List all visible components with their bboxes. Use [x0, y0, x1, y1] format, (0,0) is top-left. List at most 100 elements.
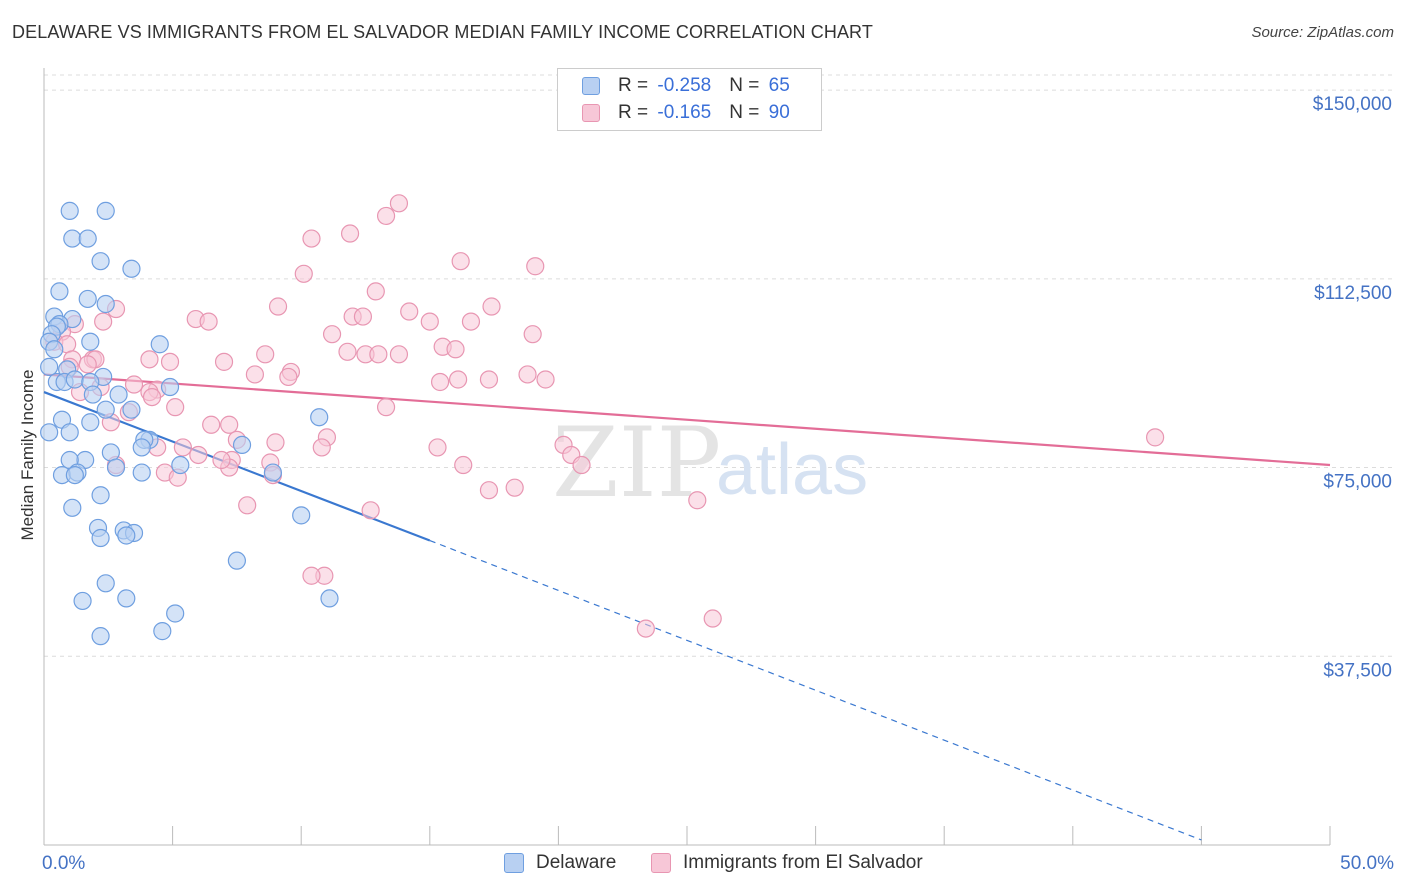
- tick-labels: $37,500 $75,000 $112,500 $150,000 0.0% 50.0%: [42, 94, 1394, 874]
- correlation-legend: R = -0.258 N = 65 R = -0.165 N = 90: [557, 68, 822, 131]
- delaware-point: [310, 408, 329, 427]
- el-salvador-point: [703, 609, 722, 628]
- r-label: R =: [618, 102, 654, 123]
- delaware-point: [96, 400, 115, 419]
- el-salvador-point: [294, 264, 313, 283]
- el-salvador-point: [572, 455, 591, 475]
- delaware-point: [232, 435, 252, 455]
- el-salvador-point: [166, 398, 185, 417]
- n-label: N =: [729, 102, 765, 123]
- delaware-point: [122, 259, 141, 278]
- el-salvador-point: [302, 566, 321, 585]
- delaware-point: [91, 528, 110, 548]
- delaware-point: [153, 622, 172, 641]
- n-label: N =: [729, 75, 765, 96]
- el-salvador-point: [338, 342, 357, 361]
- delaware-point: [73, 591, 92, 611]
- el-salvador-point: [361, 501, 380, 520]
- el-salvador-point: [505, 478, 524, 497]
- el-salvador-point: [389, 345, 409, 364]
- delaware-point: [96, 294, 115, 314]
- delaware-point: [83, 385, 102, 404]
- el-salvador-point: [448, 370, 468, 389]
- el-salvador-point: [94, 312, 113, 331]
- el-salvador-point: [636, 619, 655, 638]
- el-salvador-point: [266, 433, 285, 452]
- r-value: -0.258: [657, 75, 712, 96]
- delaware-point: [81, 332, 100, 351]
- delaware-point: [101, 443, 120, 462]
- legend-row-delaware: R = -0.258 N = 65: [582, 74, 790, 98]
- el-salvador-point: [245, 365, 265, 384]
- delaware-swatch: [582, 77, 600, 95]
- el-salvador-point: [340, 224, 360, 243]
- y-tick-label: $112,500: [1314, 283, 1392, 304]
- y-tick-label: $37,500: [1323, 660, 1392, 681]
- r-value: -0.165: [657, 102, 712, 123]
- n-value: 90: [768, 102, 790, 123]
- delaware-point: [63, 498, 82, 517]
- delaware-point: [78, 289, 97, 309]
- delaware-point: [60, 423, 79, 442]
- el-salvador-point: [142, 387, 162, 407]
- el-salvador-point: [526, 257, 545, 276]
- el-salvador-point: [214, 352, 234, 371]
- el-salvador-point: [256, 345, 275, 364]
- watermark-atlas: atlas: [716, 430, 868, 510]
- legend-item-el-salvador[interactable]: Immigrants from El Salvador: [651, 852, 923, 874]
- el-salvador-point: [451, 252, 470, 271]
- watermark: ZIP atlas: [552, 407, 868, 519]
- delaware-point: [63, 229, 82, 248]
- delaware-point: [106, 458, 126, 477]
- el-salvador-point: [279, 367, 298, 387]
- el-salvador-point: [189, 445, 208, 465]
- delaware-point: [40, 357, 59, 376]
- delaware-point: [65, 465, 84, 485]
- el-salvador-point: [536, 370, 555, 389]
- legend-label: Immigrants from El Salvador: [683, 852, 923, 873]
- el-salvador-point: [160, 352, 180, 371]
- el-salvador-point: [1146, 428, 1165, 447]
- el-salvador-point: [454, 455, 473, 475]
- el-salvador-point: [482, 297, 501, 316]
- delaware-point: [50, 282, 69, 301]
- el-salvador-point: [220, 415, 239, 434]
- el-salvador-point: [688, 491, 707, 510]
- legend-label: Delaware: [536, 852, 617, 873]
- delaware-point: [117, 589, 136, 608]
- delaware-point: [60, 201, 79, 220]
- el-salvador-point: [312, 438, 331, 457]
- delaware-point: [132, 463, 151, 482]
- delaware-point: [78, 229, 97, 248]
- delaware-point: [91, 486, 110, 505]
- delaware-point: [91, 627, 110, 646]
- el-salvador-point: [353, 307, 373, 326]
- series-legend: Delaware Immigrants from El Salvador: [0, 852, 1406, 878]
- el-salvador-trend-line: [43, 373, 1331, 467]
- el-salvador-point: [420, 312, 439, 331]
- legend-item-delaware[interactable]: Delaware: [504, 852, 616, 874]
- source-credit: Source: ZipAtlas.com: [1251, 24, 1394, 41]
- delaware-point: [45, 340, 64, 359]
- delaware-point: [96, 574, 115, 593]
- delaware-point: [117, 526, 136, 545]
- el-salvador-point: [173, 438, 192, 457]
- el-salvador-point: [199, 312, 218, 331]
- el-salvador-point: [518, 365, 537, 384]
- el-salvador-point: [302, 229, 321, 248]
- el-salvador-point: [479, 370, 499, 389]
- el-salvador-point: [376, 206, 396, 226]
- el-salvador-point: [479, 481, 499, 500]
- y-axis-label: Median Family Income: [18, 369, 37, 540]
- delaware-point: [109, 385, 128, 404]
- el-salvador-point: [202, 415, 221, 434]
- delaware-point: [91, 252, 110, 271]
- axes: [43, 68, 1331, 846]
- el-salvador-point: [523, 325, 542, 344]
- data-points: [40, 194, 1165, 646]
- delaware-point: [96, 201, 115, 220]
- y-tick-label: $150,000: [1313, 94, 1392, 115]
- el-salvador-point: [212, 450, 231, 470]
- delaware-point: [160, 377, 180, 397]
- el-salvador-point: [376, 398, 396, 417]
